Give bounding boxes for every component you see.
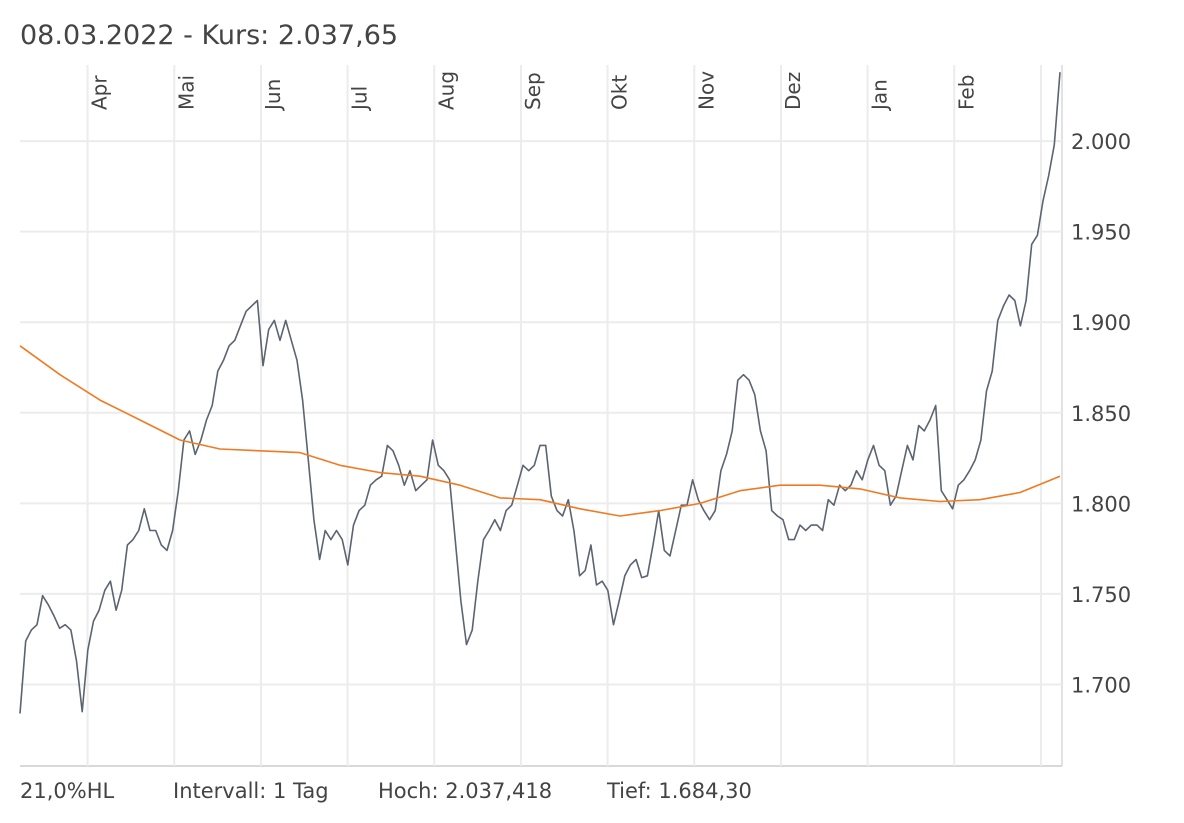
- x-tick-label: Jun: [261, 79, 285, 112]
- y-tick-label: 1.900: [1071, 311, 1131, 335]
- footer-text: Intervall: 1 Tag: [173, 779, 329, 803]
- x-tick-label: Sep: [521, 72, 545, 110]
- y-tick-label: 2.000: [1071, 130, 1131, 154]
- y-tick-label: 1.950: [1071, 221, 1131, 245]
- x-tick-label: Feb: [954, 75, 978, 110]
- x-tick-label: Aug: [434, 71, 458, 110]
- price-line: [19, 72, 1061, 714]
- x-tick-label: Okt: [608, 75, 632, 110]
- x-tick-label: Dez: [781, 72, 805, 110]
- chart-title: 08.03.2022 - Kurs: 2.037,65: [20, 20, 398, 51]
- y-tick-label: 1.750: [1071, 583, 1131, 607]
- x-tick-label: Apr: [88, 75, 112, 110]
- x-tick-label: Jul: [348, 86, 372, 112]
- x-tick-label: Jan: [868, 79, 892, 112]
- price-line: [19, 345, 1061, 517]
- footer-text: Tief: 1.684,30: [606, 779, 752, 803]
- y-tick-label: 1.800: [1071, 492, 1131, 516]
- footer-text: Hoch: 2.037,418: [378, 779, 552, 803]
- x-tick-label: Mai: [174, 75, 198, 110]
- y-tick-label: 1.700: [1071, 673, 1131, 697]
- x-tick-label: Nov: [694, 71, 718, 110]
- footer-text: 21,0%HL: [20, 779, 115, 803]
- y-tick-label: 1.850: [1071, 402, 1131, 426]
